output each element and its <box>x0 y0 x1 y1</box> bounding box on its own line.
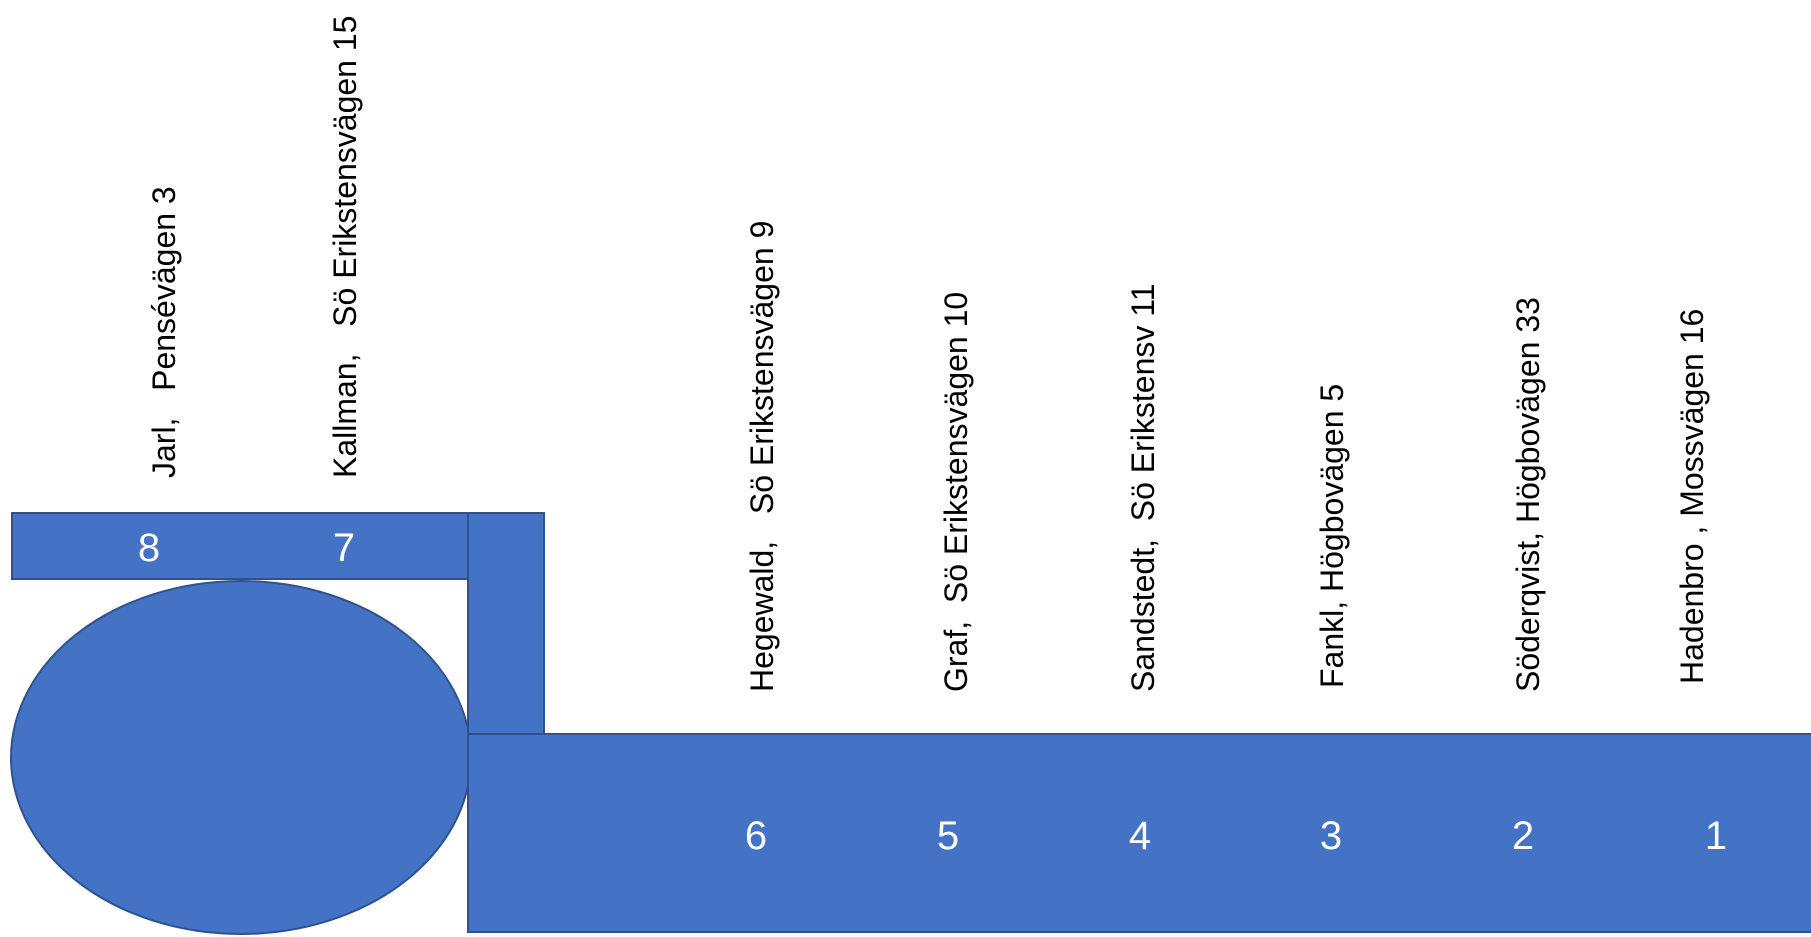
main-road-strip <box>467 733 1811 933</box>
top-road-strip <box>11 512 475 580</box>
lot-label-7: Kallman, Sö Erikstensvägen 15 <box>327 15 363 478</box>
lot-number-3: 3 <box>1319 814 1343 858</box>
lot-number-6: 6 <box>744 814 768 858</box>
lot-number-1: 1 <box>1704 814 1728 858</box>
lot-number-5: 5 <box>936 814 960 858</box>
connector-road-strip <box>467 512 545 736</box>
lot-label-5: Graf, Sö Erikstensvägen 10 <box>938 291 974 692</box>
lot-label-1: Hadenbro , Mossvägen 16 <box>1674 308 1710 684</box>
lot-number-4: 4 <box>1128 814 1152 858</box>
lot-number-2: 2 <box>1511 814 1535 858</box>
lot-number-8: 8 <box>137 526 161 570</box>
lot-label-8: Jarl, Pensévägen 3 <box>146 186 182 478</box>
turning-circle <box>10 580 472 935</box>
lot-label-6: Hegewald, Sö Erikstensvägen 9 <box>744 220 780 692</box>
lot-number-7: 7 <box>332 526 356 570</box>
lot-label-3: Fankl, Högbovägen 5 <box>1314 383 1350 688</box>
lot-label-4: Sandstedt, Sö Erikstensv 11 <box>1125 283 1161 692</box>
lot-label-2: Söderqvist, Högbovägen 33 <box>1510 297 1546 692</box>
